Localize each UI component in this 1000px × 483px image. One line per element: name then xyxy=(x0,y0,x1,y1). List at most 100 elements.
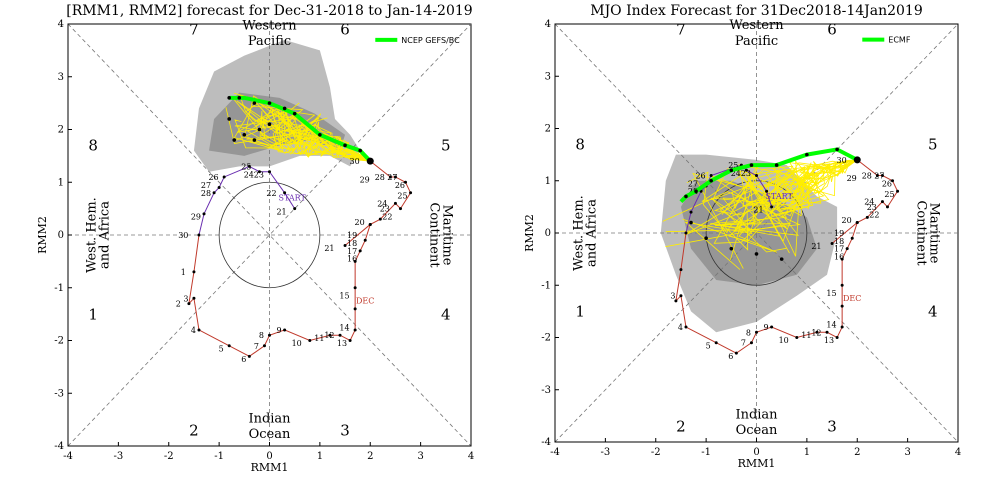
forecast-point xyxy=(729,246,734,251)
forecast-point xyxy=(267,122,272,127)
day-label: 17 xyxy=(347,247,357,256)
forecast-point xyxy=(318,132,322,137)
x-tick-label: -2 xyxy=(164,451,174,462)
observed-point xyxy=(765,189,769,193)
phase-number-6: 6 xyxy=(340,21,350,39)
day-label: 30 xyxy=(350,157,360,166)
observed-point xyxy=(388,175,392,179)
observed-point xyxy=(714,341,718,345)
observed-point xyxy=(734,351,738,355)
day-label: 29 xyxy=(191,213,201,222)
observed-point xyxy=(755,174,758,178)
observed-point xyxy=(835,336,839,339)
forecast-point xyxy=(709,178,713,183)
region-label-top: Pacific xyxy=(735,34,778,49)
y-tick-label: -4 xyxy=(54,441,64,452)
observed-point xyxy=(308,339,312,342)
y-tick-label: 4 xyxy=(58,19,64,30)
observed-point xyxy=(338,333,342,337)
forecast-point xyxy=(684,194,688,199)
day-label: 25 xyxy=(397,191,407,200)
ensemble-member-line xyxy=(682,159,858,253)
day-label: 16 xyxy=(834,253,844,262)
day-label: 23 xyxy=(867,203,877,212)
day-label: 20 xyxy=(355,218,365,227)
day-label: 14 xyxy=(339,323,349,332)
day-label: 24 xyxy=(244,170,254,179)
x-tick-label: -2 xyxy=(651,447,661,458)
x-tick-label: 0 xyxy=(753,447,759,458)
day-label: 2 xyxy=(176,300,181,309)
x-tick-label: 1 xyxy=(804,447,810,458)
day-label: 3 xyxy=(183,294,188,303)
chart-panel-right: MJO Index Forecast for 31Dec2018-14Jan20… xyxy=(500,0,1000,479)
x-tick-label: -3 xyxy=(114,451,124,462)
observed-point xyxy=(709,174,713,178)
forecast-point xyxy=(227,117,231,121)
observed-point xyxy=(398,207,402,211)
region-label-top: Western xyxy=(729,18,784,33)
observed-point xyxy=(247,164,251,168)
region-label-bottom: Indian xyxy=(735,407,778,422)
initial-point xyxy=(366,157,374,165)
phase-number-5: 5 xyxy=(441,137,451,155)
y-tick-label: 3 xyxy=(545,71,551,82)
region-label-left: and Africa xyxy=(98,201,113,269)
day-label: 4 xyxy=(191,326,196,335)
x-tick-label: -4 xyxy=(550,447,560,458)
x-tick-label: -1 xyxy=(214,451,224,462)
forecast-point xyxy=(729,168,734,173)
chart-title: [RMM1, RMM2] forecast for Dec-31-2018 to… xyxy=(66,3,472,19)
day-label: 8 xyxy=(746,328,751,337)
y-tick-label: -4 xyxy=(541,437,551,448)
x-tick-label: 4 xyxy=(468,451,474,462)
day-label: 24 xyxy=(377,199,387,208)
observed-point xyxy=(770,205,774,209)
observed-point xyxy=(880,174,884,178)
observed-point xyxy=(409,191,413,195)
observed-point xyxy=(885,205,889,209)
unit-circle xyxy=(705,180,808,286)
region-label-bottom: Ocean xyxy=(249,427,291,442)
forecast-point xyxy=(689,220,693,225)
region-label-bottom: Indian xyxy=(248,411,291,426)
day-label: 15 xyxy=(339,292,349,301)
day-label: 27 xyxy=(874,172,884,181)
observed-point xyxy=(343,244,347,248)
region-label-left: West. Hem. xyxy=(572,195,587,271)
observed-point xyxy=(845,247,849,251)
start-label: START xyxy=(278,194,306,203)
observed-point xyxy=(353,328,357,332)
observed-point xyxy=(353,286,357,290)
x-tick-label: -4 xyxy=(63,451,73,462)
observed-point xyxy=(197,328,201,332)
region-label-top: Western xyxy=(242,18,297,33)
forecast-point xyxy=(267,101,272,105)
phase-number-1: 1 xyxy=(575,303,585,321)
region-label-right: Maritime xyxy=(439,205,454,266)
observed-point xyxy=(850,236,854,240)
day-label: 9 xyxy=(277,326,282,335)
day-label: 19 xyxy=(834,229,844,238)
day-label: 9 xyxy=(764,323,769,332)
phase-number-2: 2 xyxy=(189,421,199,439)
y-tick-label: 1 xyxy=(58,177,64,188)
dec-label: DEC xyxy=(843,294,861,303)
day-label: 19 xyxy=(347,231,357,240)
x-axis-label: RMM1 xyxy=(251,461,289,474)
observed-point xyxy=(187,302,191,306)
observed-point xyxy=(268,170,271,174)
observed-point xyxy=(363,238,367,242)
day-label: 23 xyxy=(741,169,751,178)
y-tick-label: 2 xyxy=(545,124,551,135)
ensemble-member-line xyxy=(710,159,858,253)
observed-point xyxy=(268,333,271,337)
day-label: 26 xyxy=(208,173,218,182)
y-tick-label: -2 xyxy=(541,333,551,344)
y-tick-label: -2 xyxy=(54,336,64,347)
y-tick-label: 1 xyxy=(545,176,551,187)
observed-point xyxy=(262,344,266,348)
observed-point xyxy=(358,249,362,253)
observed-point xyxy=(328,333,332,337)
day-label: 28 xyxy=(375,173,385,182)
